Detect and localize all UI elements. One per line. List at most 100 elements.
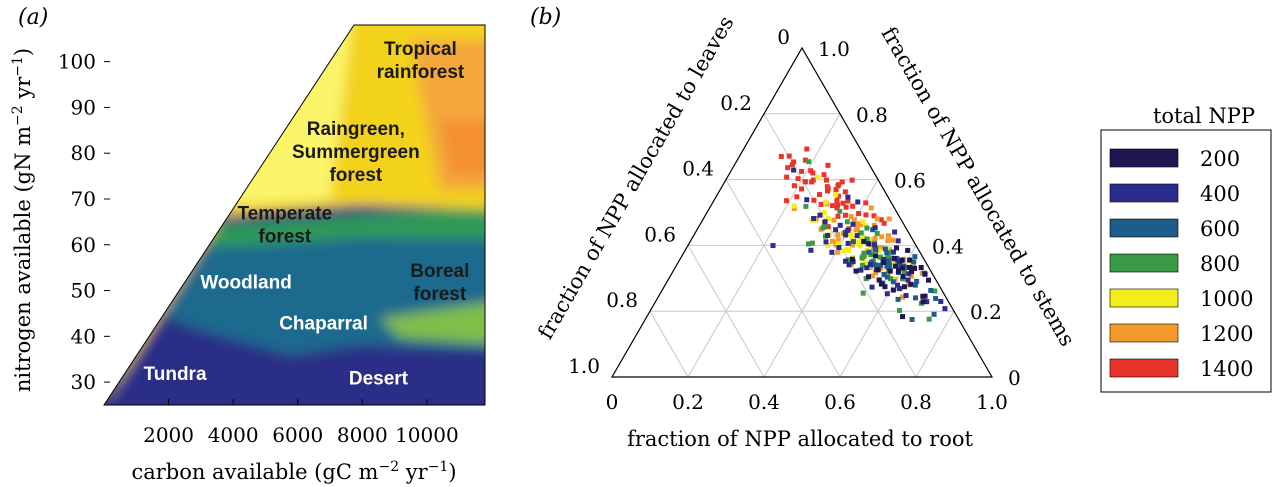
data-point bbox=[855, 199, 861, 205]
data-point bbox=[857, 243, 863, 249]
data-point bbox=[834, 197, 840, 203]
data-point bbox=[896, 307, 902, 313]
data-point bbox=[836, 182, 842, 188]
data-point bbox=[815, 174, 821, 180]
grid-line bbox=[687, 245, 765, 378]
stems-tick-label: 0.6 bbox=[894, 169, 926, 193]
data-point bbox=[896, 285, 902, 291]
data-point bbox=[817, 212, 823, 218]
legend: total NPP 200 400 600 800 1000 1200 1400 bbox=[1100, 104, 1272, 393]
root-tick-label: 0.8 bbox=[900, 390, 932, 414]
data-point bbox=[853, 268, 859, 274]
data-point bbox=[802, 157, 808, 163]
data-point bbox=[926, 316, 932, 322]
data-point bbox=[842, 189, 848, 195]
data-point bbox=[858, 230, 864, 236]
data-point bbox=[791, 203, 797, 209]
green-band bbox=[170, 205, 485, 246]
panel-b-label: (b) bbox=[530, 5, 561, 30]
legend-swatch bbox=[1109, 358, 1179, 378]
data-point bbox=[845, 227, 851, 233]
data-point bbox=[878, 262, 884, 268]
leaves-tick-label: 1.0 bbox=[568, 354, 600, 378]
data-point bbox=[861, 238, 867, 244]
legend-swatch bbox=[1109, 253, 1179, 273]
data-point bbox=[938, 298, 944, 304]
data-point bbox=[791, 205, 797, 211]
data-point bbox=[831, 217, 837, 223]
stems-tick-label: 1.0 bbox=[818, 37, 850, 61]
data-point bbox=[886, 258, 892, 264]
root-tick-label: 0 bbox=[606, 390, 619, 414]
data-point bbox=[908, 273, 914, 279]
x-tick-label: 4000 bbox=[208, 423, 259, 447]
region-label: Temperate forest bbox=[237, 204, 332, 248]
data-point bbox=[835, 232, 841, 238]
data-point bbox=[846, 262, 852, 268]
data-point bbox=[850, 203, 856, 209]
x-tick-label: 8000 bbox=[337, 423, 388, 447]
data-point bbox=[886, 216, 892, 222]
grid-line bbox=[915, 310, 955, 378]
data-point bbox=[933, 295, 939, 301]
data-point bbox=[791, 183, 797, 189]
heatmap-y-axis-label: nitrogen available (gN m−2 yr−1) bbox=[10, 48, 35, 392]
data-point bbox=[843, 204, 849, 210]
region-labels: Tropical rainforest Raingreen, Summergreen f… bbox=[144, 39, 470, 390]
y-tick-label: 70 bbox=[71, 187, 96, 211]
data-point bbox=[886, 262, 892, 268]
data-point bbox=[849, 256, 855, 262]
data-point bbox=[802, 179, 808, 185]
data-point bbox=[799, 186, 805, 192]
x-tick-label: 6000 bbox=[272, 423, 323, 447]
data-point bbox=[835, 241, 841, 247]
legend-label: 800 bbox=[1200, 252, 1240, 276]
data-point bbox=[872, 235, 878, 241]
legend-swatch bbox=[1109, 148, 1179, 168]
region-label: Tundra bbox=[144, 364, 207, 385]
data-point bbox=[856, 211, 862, 217]
data-point bbox=[885, 238, 891, 244]
data-point bbox=[794, 194, 800, 200]
data-point bbox=[810, 177, 816, 183]
data-point bbox=[920, 299, 926, 305]
data-point bbox=[825, 224, 831, 230]
panel-b: (b) 0 0.2 0.4 0.6 0.8 1.000.20.40.60.81.0 00.2… bbox=[530, 5, 1080, 451]
data-point bbox=[894, 245, 900, 251]
data-point bbox=[875, 267, 881, 273]
data-point bbox=[829, 238, 835, 244]
legend-swatch bbox=[1109, 323, 1179, 343]
data-point bbox=[835, 249, 841, 255]
data-point bbox=[844, 219, 850, 225]
data-point bbox=[843, 212, 849, 218]
y-tick-label: 30 bbox=[71, 370, 96, 394]
data-point bbox=[799, 168, 805, 174]
heatmap-axes: 2000 4000 6000 8000 10000 30 40 50 60 70 80 90 100 bbox=[58, 50, 459, 447]
data-point bbox=[865, 274, 871, 280]
data-point bbox=[853, 227, 859, 233]
data-point bbox=[885, 233, 891, 239]
root-tick-label: 0.2 bbox=[672, 390, 704, 414]
grid-line bbox=[763, 179, 879, 378]
region-label: Raingreen, Summergreen forest bbox=[292, 119, 420, 186]
y-tick-label: 50 bbox=[71, 279, 96, 303]
data-point bbox=[900, 314, 906, 320]
data-point bbox=[901, 284, 907, 290]
root-axis-label: fraction of NPP allocated to root bbox=[627, 427, 973, 451]
data-point bbox=[821, 172, 827, 178]
data-point bbox=[895, 282, 901, 288]
data-point bbox=[835, 202, 841, 208]
data-point bbox=[876, 248, 882, 254]
x-tick-label: 10000 bbox=[395, 423, 459, 447]
data-point bbox=[911, 259, 917, 265]
data-point bbox=[866, 241, 872, 247]
data-point bbox=[833, 192, 839, 198]
data-point bbox=[884, 274, 890, 280]
data-point bbox=[837, 208, 843, 214]
data-point bbox=[895, 238, 901, 244]
data-point bbox=[870, 273, 876, 279]
data-point bbox=[872, 225, 878, 231]
data-point bbox=[880, 260, 886, 266]
y-tick-label: 90 bbox=[71, 95, 96, 119]
leaves-tick-label: 0.2 bbox=[720, 91, 752, 115]
